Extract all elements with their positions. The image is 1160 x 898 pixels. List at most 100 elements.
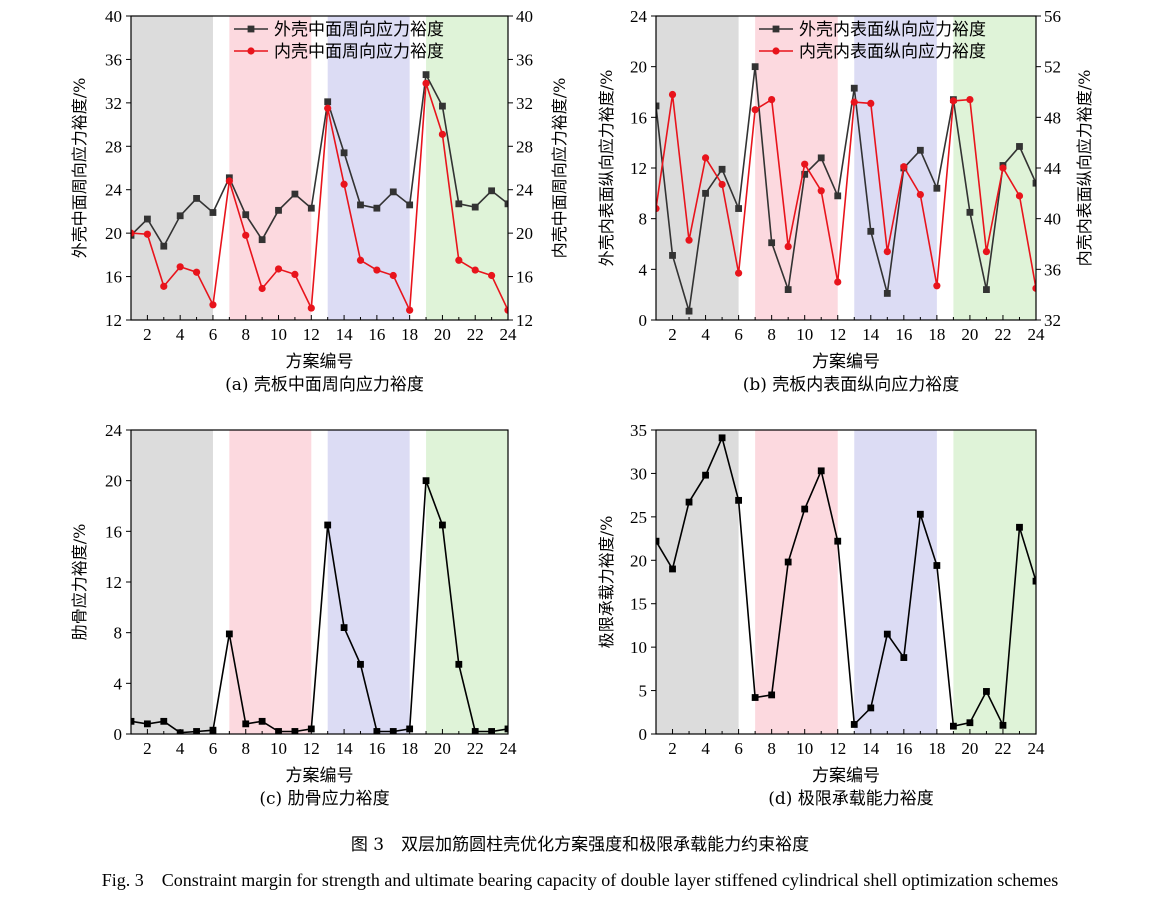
data-point bbox=[504, 306, 508, 314]
data-point bbox=[160, 717, 168, 725]
x-tick-label: 2 bbox=[143, 739, 152, 758]
data-point bbox=[933, 562, 941, 569]
chart-panel-4: 2 4 6 8 10 12 14 16 18 20 22 2405101520253035方案编号极限… bbox=[597, 421, 1045, 809]
x-axis-title: 方案编号 bbox=[812, 766, 880, 786]
y2-tick-label: 40 bbox=[1044, 210, 1061, 229]
data-point bbox=[867, 227, 875, 235]
scheme-group-band bbox=[426, 16, 508, 320]
y2-tick-label: 16 bbox=[516, 268, 533, 287]
x-tick-label: 16 bbox=[895, 739, 912, 758]
data-point bbox=[867, 704, 875, 712]
plot-frame bbox=[130, 15, 509, 321]
data-point bbox=[131, 229, 135, 237]
x-tick-label: 16 bbox=[368, 325, 385, 344]
y2-tick-label: 44 bbox=[1044, 159, 1062, 178]
y-axis-title: 极限承载力裕度/% bbox=[597, 516, 616, 649]
data-point bbox=[735, 496, 743, 504]
scheme-group-band bbox=[755, 430, 838, 734]
y2-tick-label: 52 bbox=[1044, 58, 1061, 77]
y2-tick-label: 36 bbox=[1044, 260, 1061, 279]
scheme-group-band bbox=[953, 16, 1036, 320]
y-tick-label: 40 bbox=[105, 7, 122, 26]
data-point bbox=[916, 146, 924, 154]
data-point bbox=[307, 304, 315, 312]
x-tick-label: 4 bbox=[701, 739, 710, 758]
data-point bbox=[291, 270, 299, 278]
y-axis-title: 外壳内表面纵向应力裕度/% bbox=[597, 70, 616, 267]
data-point bbox=[933, 282, 941, 290]
data-point bbox=[669, 565, 676, 573]
chart-panel-1: 2 4 6 8 10 12 14 16 18 20 22 2412162024283236401216… bbox=[70, 7, 569, 395]
data-point bbox=[406, 201, 414, 209]
x-tick-label: 2 bbox=[668, 739, 677, 758]
data-point bbox=[307, 204, 315, 212]
y-tick-label: 24 bbox=[105, 421, 123, 440]
y-tick-label: 0 bbox=[114, 725, 123, 744]
data-point bbox=[685, 307, 693, 315]
scheme-group-band bbox=[953, 430, 1036, 734]
data-point bbox=[275, 206, 282, 214]
x-axis-title: 方案编号 bbox=[812, 352, 880, 372]
x-tick-label: 20 bbox=[434, 739, 451, 758]
data-point bbox=[209, 301, 217, 309]
figure-caption-cn: 图 3 双层加筋圆柱壳优化方案强度和极限承载能力约束裕度 bbox=[350, 835, 810, 855]
data-point bbox=[784, 242, 792, 251]
x-tick-label: 18 bbox=[401, 739, 418, 758]
x-tick-label: 12 bbox=[303, 739, 320, 758]
data-point bbox=[933, 184, 941, 192]
x-tick-label: 18 bbox=[928, 325, 945, 344]
x-tick-label: 12 bbox=[303, 325, 320, 344]
y-tick-label: 8 bbox=[114, 624, 123, 643]
legend-label: 内壳中面周向应力裕度 bbox=[274, 42, 444, 62]
series-2 bbox=[131, 79, 508, 314]
data-point bbox=[209, 209, 217, 216]
data-point bbox=[422, 79, 430, 87]
data-point bbox=[966, 719, 974, 727]
y-tick-label: 5 bbox=[639, 682, 648, 701]
data-point bbox=[258, 284, 266, 293]
y-tick-label: 12 bbox=[105, 573, 122, 592]
data-point bbox=[801, 170, 809, 178]
y2-tick-label: 56 bbox=[1044, 7, 1061, 26]
data-point bbox=[160, 242, 168, 250]
y-axis-title: 肋骨应力裕度/% bbox=[70, 524, 89, 641]
y2-tick-label: 32 bbox=[1044, 311, 1061, 330]
x-tick-label: 10 bbox=[270, 739, 287, 758]
data-point bbox=[702, 471, 709, 479]
chart-panel-3: 2 4 6 8 10 12 14 16 18 20 22 2404812162024方案编号肋骨应力裕… bbox=[70, 421, 517, 809]
series-line bbox=[656, 66, 1036, 312]
data-point bbox=[471, 266, 479, 274]
x-tick-label: 22 bbox=[467, 325, 484, 344]
x-tick-label: 4 bbox=[176, 325, 185, 344]
scheme-group-band bbox=[426, 430, 508, 734]
data-point bbox=[340, 180, 348, 188]
x-tick-label: 8 bbox=[767, 739, 776, 758]
data-point bbox=[324, 104, 332, 112]
data-point bbox=[751, 106, 759, 114]
data-point bbox=[406, 725, 414, 733]
data-point bbox=[176, 263, 184, 271]
data-point bbox=[291, 190, 299, 198]
data-point bbox=[916, 191, 924, 199]
series-line bbox=[656, 435, 1036, 729]
data-point bbox=[983, 688, 990, 695]
data-point bbox=[422, 477, 430, 485]
data-point bbox=[176, 212, 184, 220]
scheme-group-band bbox=[755, 16, 838, 320]
data-point bbox=[439, 102, 446, 110]
data-point bbox=[242, 720, 250, 728]
scheme-group-band bbox=[656, 16, 739, 320]
data-point bbox=[656, 102, 660, 110]
data-point bbox=[668, 90, 677, 99]
y2-axis-title: 内壳中面周向应力裕度/% bbox=[550, 78, 569, 259]
data-point bbox=[504, 200, 508, 208]
data-point bbox=[455, 256, 463, 264]
y-tick-label: 25 bbox=[630, 508, 647, 527]
data-point bbox=[982, 248, 991, 256]
legend-label: 外壳内表面纵向应力裕度 bbox=[799, 20, 986, 40]
figure-caption-en: Fig. 3 Constraint margin for strength an… bbox=[101, 870, 1059, 890]
data-point bbox=[883, 630, 891, 638]
y-tick-label: 15 bbox=[630, 595, 647, 614]
x-tick-label: 10 bbox=[796, 325, 813, 344]
